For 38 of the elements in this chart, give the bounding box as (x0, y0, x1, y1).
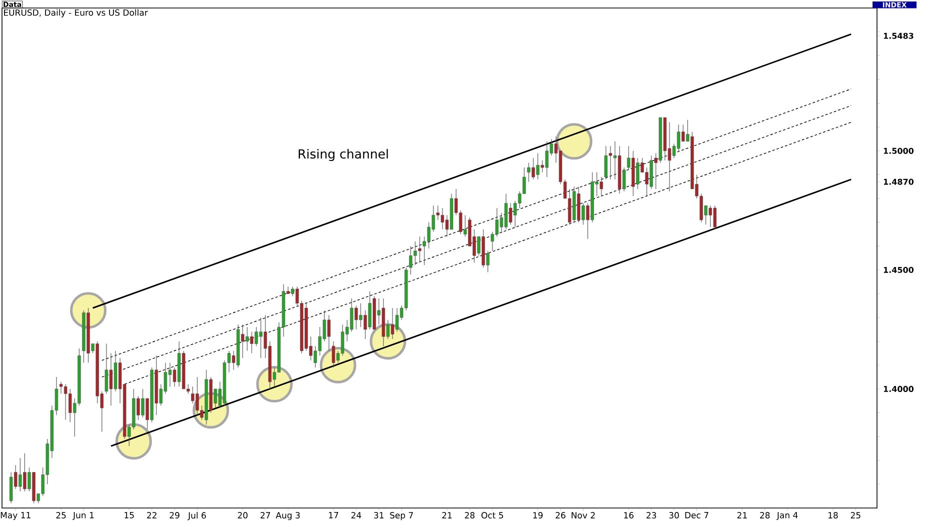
x-tick-label: 21 (442, 512, 452, 518)
x-tick-label: Jan 4 (776, 512, 798, 520)
x-tick-label: Jun 1 (72, 512, 94, 520)
y-tick-label: 1.4000 (884, 386, 914, 392)
x-tick-label: 28 (760, 512, 770, 518)
candlestick (604, 146, 608, 180)
x-tick-label: 18 (828, 512, 838, 518)
x-tick-label: 30 (669, 512, 679, 518)
x-tick-label: Dec 7 (685, 512, 708, 518)
x-tick-label: 23 (646, 512, 656, 518)
x-tick-label: 17 (329, 512, 338, 518)
y-tick-label: 1.5000 (884, 148, 914, 154)
x-tick-label: 28 (464, 512, 475, 518)
x-tick-label: Jul 6 (188, 512, 206, 520)
x-tick-label: 27 (260, 512, 270, 518)
x-tick-label: 29 (170, 512, 180, 518)
x-tick-label: Aug 3 (276, 512, 300, 520)
x-tick-label: 15 (124, 512, 134, 518)
y-tick-label: 1.4500 (884, 266, 914, 273)
y-tick-label: 1.5483 (884, 32, 914, 39)
y-tick-label: 1.4870 (884, 178, 914, 185)
x-tick-label: 31 (374, 512, 384, 518)
x-tick-label: 25 (56, 512, 66, 518)
point (556, 123, 592, 160)
x-tick-label: Oct 5 (481, 512, 504, 518)
chart-title: EURUSD, Daily - Euro vs US Dollar (4, 9, 148, 18)
x-tick-label: 26 (556, 512, 566, 518)
x-tick-label: 22 (147, 512, 156, 518)
x-tick-label: 21 (737, 512, 747, 518)
x-tick-label: 24 (351, 512, 362, 518)
x-tick-label: 25 (850, 512, 860, 518)
x-tick-label: 20 (238, 512, 248, 518)
x-tick-label: 19 (533, 512, 543, 518)
x-tick-label: Nov 2 (572, 512, 595, 518)
x-tick-label: Sep 7 (390, 512, 413, 520)
x-tick-label: 16 (624, 512, 634, 518)
x-tick-label: May 11 (0, 512, 30, 520)
annotation: Rising channel (298, 148, 388, 162)
